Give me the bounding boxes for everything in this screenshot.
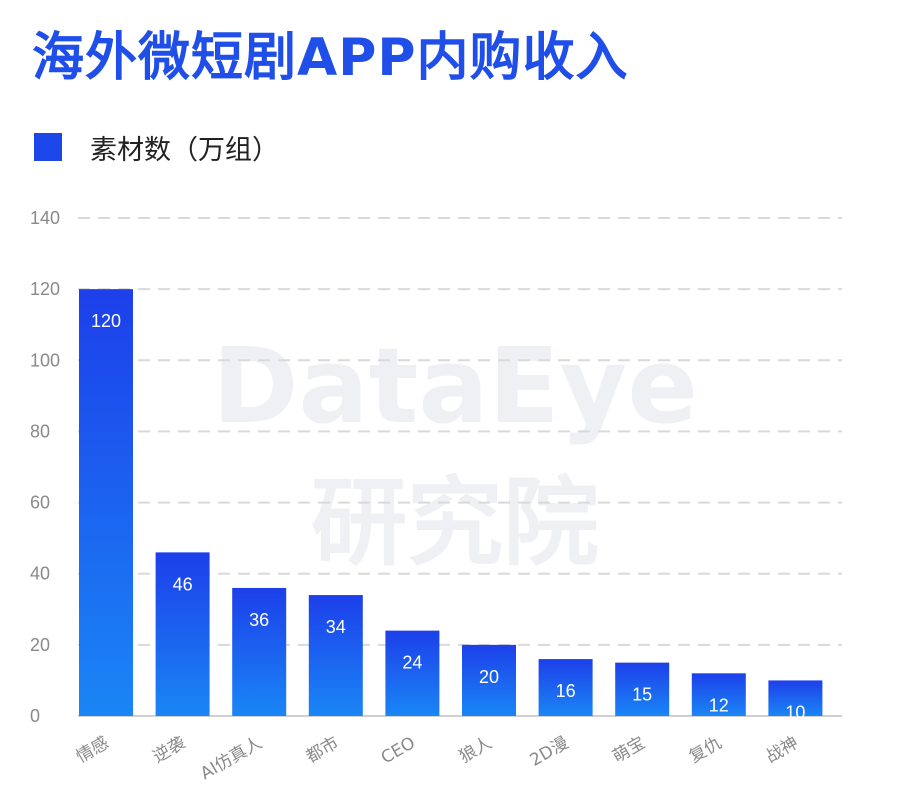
data-label: 16 [556, 681, 576, 701]
x-tick-label: 都市 [303, 733, 342, 767]
bar [308, 595, 363, 716]
data-label: 10 [785, 702, 805, 722]
bar [462, 644, 516, 716]
x-axis-ticks: 情感 逆袭 AI仿真人 都市 CEO 狼人 2D漫 萌宝 复仇 战神 [73, 733, 802, 784]
bar [538, 659, 593, 716]
data-label: 46 [173, 574, 193, 594]
bar [615, 662, 670, 716]
x-tick-label: AI仿真人 [197, 733, 266, 784]
data-label: 24 [402, 653, 422, 673]
watermark-line-2: 研究院 [311, 467, 599, 579]
bar [691, 673, 746, 716]
x-tick-label: 复仇 [686, 733, 725, 767]
x-tick-label: 2D漫 [527, 733, 572, 771]
bar [155, 552, 210, 716]
bar [768, 680, 823, 716]
x-tick-label: 狼人 [456, 733, 495, 767]
bar [385, 630, 440, 716]
legend: 素材数（万组） [34, 130, 279, 166]
watermark-line-1: DataEye [212, 325, 698, 447]
data-label: 120 [91, 311, 121, 331]
data-label: 15 [632, 685, 652, 705]
legend-swatch [34, 133, 62, 161]
y-tick-label: 100 [30, 350, 60, 370]
data-label: 20 [479, 667, 499, 687]
x-tick-label: 萌宝 [609, 733, 648, 767]
y-tick-label: 60 [30, 493, 50, 513]
x-tick-label: 逆袭 [150, 733, 189, 767]
y-tick-label: 40 [30, 564, 50, 584]
bar [232, 587, 287, 716]
data-label: 34 [326, 617, 346, 637]
watermark: DataEye 研究院 [212, 325, 698, 579]
x-tick-label: CEO [378, 733, 419, 768]
bars [79, 289, 823, 716]
data-label: 36 [249, 610, 269, 630]
y-tick-label: 80 [30, 421, 50, 441]
x-tick-label: 情感 [73, 733, 112, 767]
chart-title: 海外微短剧APP内购收入 [32, 28, 629, 88]
y-tick-label: 20 [30, 635, 50, 655]
legend-label: 素材数（万组） [90, 134, 279, 166]
y-tick-label: 140 [30, 208, 60, 228]
y-tick-label: 0 [30, 706, 40, 726]
y-axis-ticks: 0 20 40 60 80 100 120 140 [30, 208, 60, 726]
x-tick-label: 战神 [762, 733, 801, 767]
data-labels: 120 46 36 34 24 20 16 15 12 10 [91, 311, 805, 722]
bar [79, 289, 133, 716]
y-tick-label: 120 [30, 279, 60, 299]
data-label: 12 [709, 695, 729, 715]
